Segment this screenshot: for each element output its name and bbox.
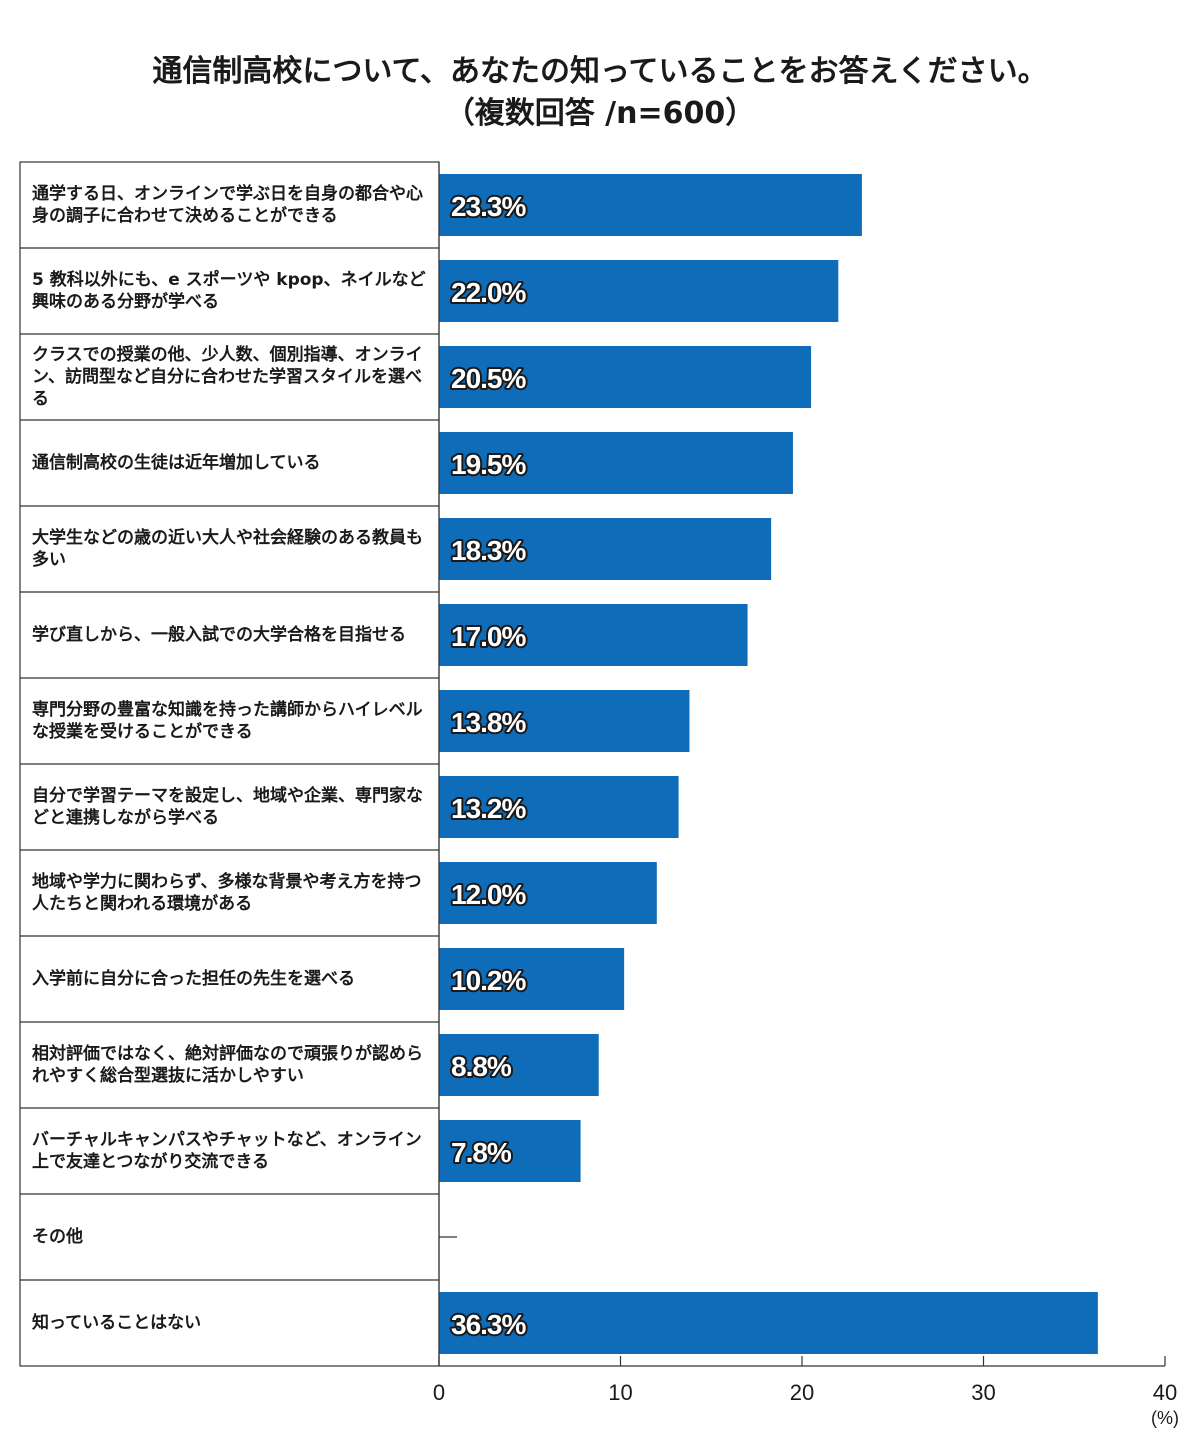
bar	[439, 346, 812, 408]
bar	[439, 518, 772, 580]
bar-value-label: 13.2%	[451, 793, 526, 824]
category-label: 専門分野の豊富な知識を持った講師からハイレベルな授業を受けることができる	[20, 678, 438, 764]
category-label: 入学前に自分に合った担任の先生を選べる	[20, 936, 438, 1022]
bar-value-label: 8.8%	[451, 1051, 512, 1082]
category-label: 通学する日、オンラインで学ぶ日を自身の都合や心身の調子に合わせて決めることができ…	[20, 162, 438, 248]
category-label: 自分で学習テーマを設定し、地域や企業、専門家などと連携しながら学べる	[20, 764, 438, 850]
category-label-text: 自分で学習テーマを設定し、地域や企業、専門家などと連携しながら学べる	[32, 785, 423, 828]
bar-value-label: 20.5%	[451, 363, 526, 394]
bar	[439, 432, 793, 494]
bar-value-label: 10.2%	[451, 965, 526, 996]
category-label-text: 学び直しから、一般入試での大学合格を目指せる	[32, 624, 406, 645]
category-label-text: 通学する日、オンラインで学ぶ日を自身の都合や心身の調子に合わせて決めることができ…	[32, 183, 423, 226]
bar-value-label: 7.8%	[451, 1137, 512, 1168]
bar	[439, 174, 862, 236]
category-label-text: 通信制高校の生徒は近年増加している	[32, 452, 321, 473]
x-tick-label: 10	[608, 1380, 632, 1405]
bar-value-label: 22.0%	[451, 277, 526, 308]
bar-value-label: 13.8%	[451, 707, 526, 738]
bar	[439, 862, 657, 924]
bar-value-label: 19.5%	[451, 449, 526, 480]
bar	[439, 1034, 599, 1096]
category-label-text: クラスでの授業の他、少人数、個別指導、オンライン、訪問型など自分に合わせた学習ス…	[32, 344, 423, 410]
category-label-text: 専門分野の豊富な知識を持った講師からハイレベルな授業を受けることができる	[32, 699, 423, 742]
category-label: 学び直しから、一般入試での大学合格を目指せる	[20, 592, 438, 678]
category-label-text: 5 教科以外にも、e スポーツや kpop、ネイルなど興味のある分野が学べる	[32, 269, 426, 312]
chart-subtitle: （複数回答 /n=600）	[444, 96, 756, 131]
category-label-text: 相対評価ではなく、絶対評価なので頑張りが認められやすく総合型選抜に活かしやすい	[32, 1043, 423, 1086]
category-label-text: その他	[32, 1226, 83, 1247]
x-tick-label: 20	[790, 1380, 814, 1405]
bar-value-label: 12.0%	[451, 879, 526, 910]
category-label: バーチャルキャンパスやチャットなど、オンライン上で友達とつながり交流できる	[20, 1108, 438, 1194]
bar	[439, 690, 690, 752]
category-label-text: 大学生などの歳の近い大人や社会経験のある教員も多い	[32, 527, 423, 570]
bar	[439, 604, 748, 666]
bar-value-label: 23.3%	[451, 191, 526, 222]
category-label: 相対評価ではなく、絶対評価なので頑張りが認められやすく総合型選抜に活かしやすい	[20, 1022, 438, 1108]
bar-value-label: 17.0%	[451, 621, 526, 652]
category-label: 5 教科以外にも、e スポーツや kpop、ネイルなど興味のある分野が学べる	[20, 248, 438, 334]
category-label-text: バーチャルキャンパスやチャットなど、オンライン上で友達とつながり交流できる	[32, 1129, 422, 1172]
category-label-text: 入学前に自分に合った担任の先生を選べる	[32, 968, 355, 989]
bar	[439, 776, 679, 838]
x-tick-label: 40	[1153, 1380, 1177, 1405]
category-label: 地域や学力に関わらず、多様な背景や考え方を持つ人たちと関われる環境がある	[20, 850, 438, 936]
bar-value-label: 18.3%	[451, 535, 526, 566]
category-label: 大学生などの歳の近い大人や社会経験のある教員も多い	[20, 506, 438, 592]
x-unit-label: (%)	[1151, 1408, 1179, 1428]
category-label-text: 地域や学力に関わらず、多様な背景や考え方を持つ人たちと関われる環境がある	[32, 871, 422, 914]
x-tick-label: 0	[433, 1380, 445, 1405]
bar-value-label: 36.3%	[451, 1309, 526, 1340]
bar	[439, 260, 839, 322]
bar	[439, 1292, 1098, 1354]
chart-title: 通信制高校について、あなたの知っていることをお答えください。	[152, 54, 1048, 89]
category-label: クラスでの授業の他、少人数、個別指導、オンライン、訪問型など自分に合わせた学習ス…	[20, 334, 438, 420]
category-label-text: 知っていることはない	[32, 1312, 202, 1333]
category-label: 知っていることはない	[20, 1280, 438, 1366]
x-tick-label: 30	[971, 1380, 995, 1405]
bar	[439, 948, 625, 1010]
bar	[439, 1120, 581, 1182]
category-label: その他	[20, 1194, 438, 1280]
category-label: 通信制高校の生徒は近年増加している	[20, 420, 438, 506]
